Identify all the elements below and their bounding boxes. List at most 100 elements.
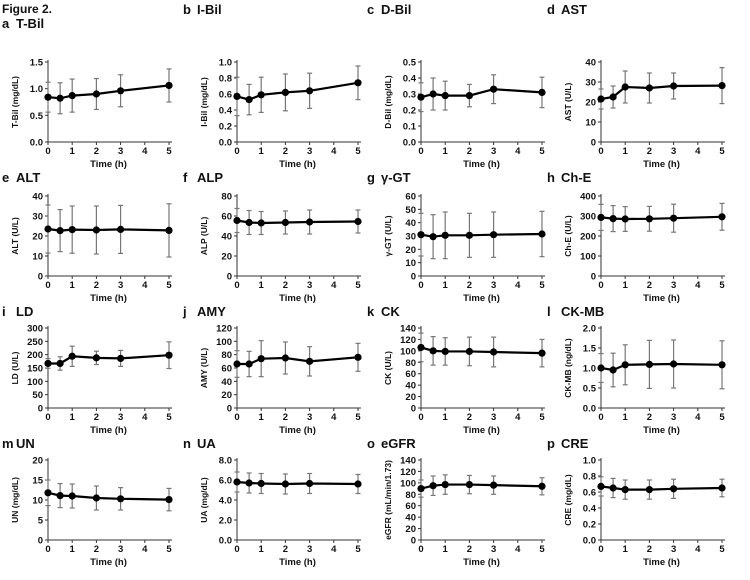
- panel-letter: k: [367, 304, 375, 319]
- data-point: [257, 479, 265, 488]
- x-tick-label: 1: [443, 412, 449, 423]
- series-line: [48, 354, 170, 365]
- data-point: [56, 94, 64, 102]
- y-tick-label: 200: [27, 350, 43, 361]
- data-point: [538, 88, 546, 96]
- x-tick-label: 2: [647, 146, 652, 157]
- y-tick-label: 0.6: [583, 488, 596, 499]
- panel-f: f ALP 0 20 40 60 80 0 1 2 3 4 5 Time (h) ALP (U/L): [183, 170, 362, 304]
- x-tick-label: 5: [719, 544, 725, 555]
- x-tick-label: 4: [695, 146, 701, 157]
- y-tick-label: 60: [405, 501, 416, 512]
- y-tick-label: 200: [580, 232, 596, 243]
- x-tick-label: 1: [443, 544, 449, 555]
- y-axis-label: AMY (U/L): [199, 348, 209, 389]
- data-point: [56, 227, 64, 235]
- x-tick-label: 5: [166, 280, 172, 291]
- y-tick-label: 2.0: [583, 324, 596, 335]
- x-tick-label: 3: [671, 412, 676, 423]
- x-tick-label: 5: [539, 412, 545, 423]
- data-point: [670, 485, 678, 493]
- y-tick-label: 120: [400, 467, 416, 478]
- y-tick-label: 250: [27, 337, 43, 348]
- x-tick-label: 2: [647, 280, 652, 291]
- y-axis-label: T-Bil (mg/dL): [10, 76, 20, 128]
- x-tick-label: 1: [623, 412, 629, 423]
- x-tick-label: 3: [491, 146, 496, 157]
- panel-letter: p: [547, 436, 555, 451]
- x-tick-label: 2: [94, 280, 99, 291]
- y-tick-label: 40: [585, 58, 596, 69]
- y-axis-label: ALT (U/L): [10, 217, 20, 255]
- x-tick-label: 0: [234, 412, 239, 423]
- x-tick-label: 0: [418, 544, 423, 555]
- data-point: [670, 214, 678, 222]
- x-tick-label: 2: [283, 146, 288, 157]
- series-line: [420, 88, 543, 99]
- x-tick-label: 4: [331, 146, 337, 157]
- data-point: [441, 480, 449, 489]
- x-tick-label: 3: [307, 280, 312, 291]
- y-tick-label: 6.0: [219, 476, 232, 487]
- data-point: [645, 360, 654, 368]
- panel-title: ALP: [197, 170, 223, 185]
- panel-letter: d: [547, 2, 555, 17]
- y-tick-label: 50: [32, 390, 43, 401]
- y-tick-label: 100: [580, 252, 596, 263]
- x-tick-label: 3: [491, 544, 496, 555]
- data-point: [490, 85, 498, 93]
- y-tick-label: 0.0: [403, 138, 416, 149]
- y-tick-label: 0.3: [403, 90, 416, 101]
- x-tick-label: 2: [467, 146, 472, 157]
- data-point: [621, 361, 629, 369]
- y-axis-label: CK (U/L): [383, 351, 393, 385]
- panel-letter: h: [547, 170, 555, 185]
- y-tick-label: 20: [221, 252, 232, 263]
- y-tick-label: 10: [405, 258, 416, 269]
- y-tick-label: 0: [411, 404, 416, 415]
- data-point: [490, 481, 498, 489]
- x-tick-label: 5: [719, 412, 725, 423]
- y-tick-label: 0.0: [583, 536, 596, 547]
- panel-title: ALT: [16, 170, 40, 185]
- y-tick-label: 15: [32, 476, 43, 487]
- panel-title: CK-MB: [561, 304, 604, 319]
- panel-title: D-Bil: [381, 2, 411, 17]
- y-tick-label: 20: [405, 524, 416, 535]
- data-point: [718, 361, 726, 369]
- y-tick-label: 0: [411, 536, 416, 547]
- x-tick-label: 2: [283, 412, 288, 423]
- data-point: [718, 484, 726, 492]
- x-tick-label: 5: [355, 544, 361, 555]
- x-axis-label: Time (h): [279, 425, 316, 436]
- y-tick-label: 140: [400, 456, 416, 467]
- x-tick-label: 4: [142, 146, 148, 157]
- data-point: [245, 96, 253, 104]
- x-tick-label: 1: [70, 544, 76, 555]
- y-axis-label: AST (U/L): [563, 82, 573, 121]
- series-line: [600, 362, 723, 372]
- data-point: [245, 218, 253, 227]
- x-tick-label: 5: [355, 412, 361, 423]
- y-tick-label: 5: [38, 516, 44, 527]
- data-point: [645, 486, 654, 494]
- x-tick-label: 0: [234, 544, 239, 555]
- x-tick-label: 3: [491, 280, 496, 291]
- x-axis-label: Time (h): [463, 159, 500, 170]
- y-tick-label: 40: [405, 218, 416, 229]
- y-tick-label: 40: [405, 513, 416, 524]
- y-tick-label: 0.0: [219, 536, 232, 547]
- x-tick-label: 4: [331, 544, 337, 555]
- y-tick-label: 300: [580, 212, 596, 223]
- x-tick-label: 5: [166, 146, 172, 157]
- y-tick-label: 0.5: [30, 111, 44, 122]
- y-axis-label: ALP (U/L): [199, 217, 209, 256]
- y-tick-label: 60: [221, 364, 232, 375]
- y-tick-label: 2.0: [219, 516, 232, 527]
- data-point: [281, 480, 289, 488]
- y-tick-label: 40: [221, 377, 232, 388]
- panel-h: h Ch-E 0 100 200 300 400 0 1 2 3 4 5 Time (h) Ch-E (U/…: [547, 170, 726, 304]
- panel-title: eGFR: [381, 436, 416, 451]
